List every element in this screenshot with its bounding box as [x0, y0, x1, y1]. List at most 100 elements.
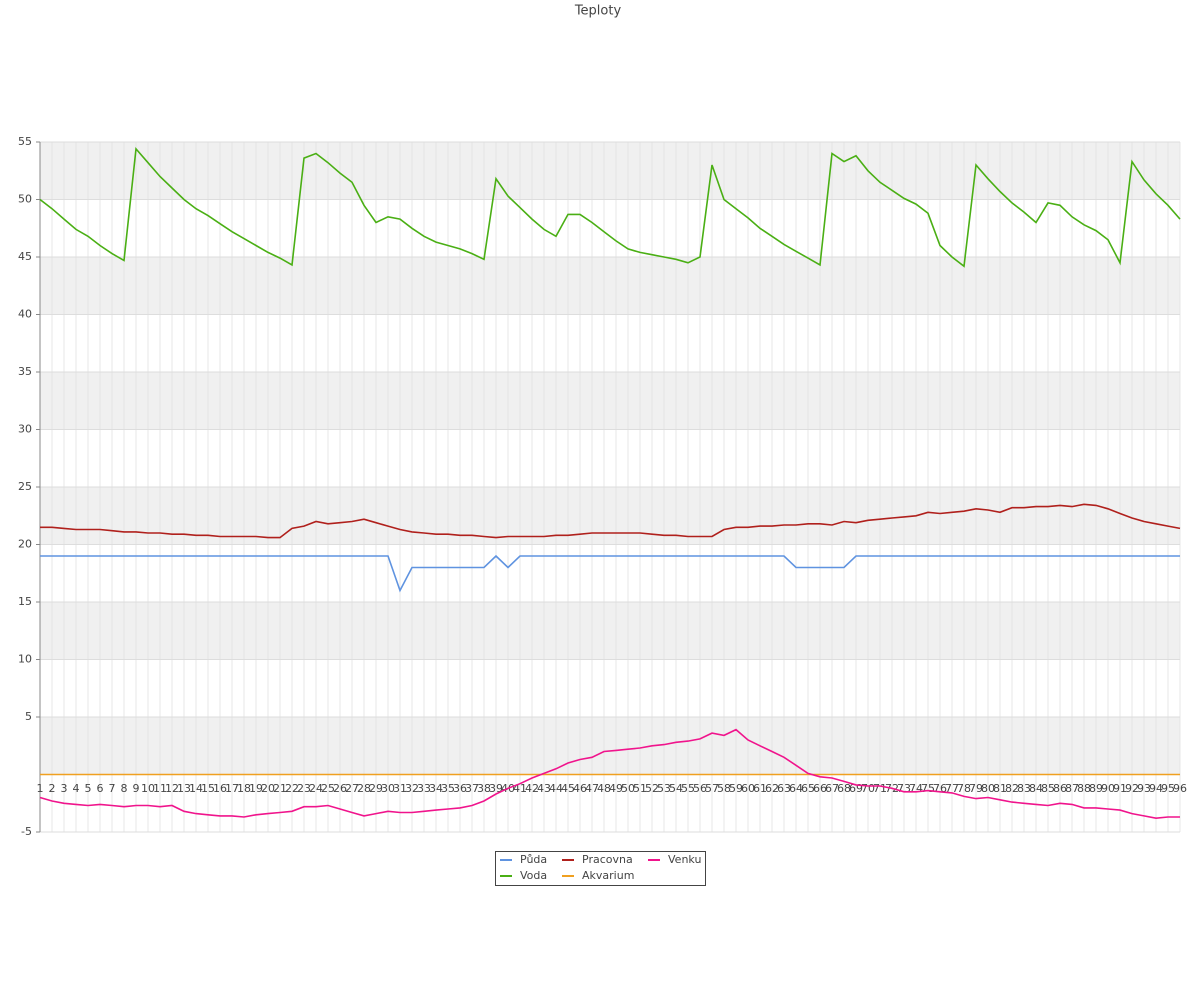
x-tick-label: 13 [177, 782, 191, 795]
legend-label: Pracovna [582, 853, 633, 866]
grid-band [40, 717, 1180, 775]
y-tick-label: 20 [18, 538, 32, 551]
x-tick-label: 31 [393, 782, 407, 795]
y-tick-label: 10 [18, 653, 32, 666]
x-tick-label: 81 [993, 782, 1007, 795]
x-tick-label: 84 [1029, 782, 1043, 795]
x-tick-label: 33 [417, 782, 431, 795]
x-tick-label: 37 [465, 782, 479, 795]
x-tick-label: 3 [61, 782, 68, 795]
x-tick-label: 14 [189, 782, 203, 795]
y-tick-label: 40 [18, 308, 32, 321]
grid-band [40, 372, 1180, 430]
x-tick-label: 79 [969, 782, 983, 795]
legend-label: Půda [520, 853, 547, 866]
x-tick-label: 59 [729, 782, 743, 795]
chart-title: Teploty [574, 4, 622, 19]
x-tick-label: 43 [537, 782, 551, 795]
x-tick-label: 54 [669, 782, 683, 795]
x-tick-label: 15 [201, 782, 215, 795]
x-tick-label: 89 [1089, 782, 1103, 795]
x-tick-label: 9 [133, 782, 140, 795]
legend-label: Akvarium [582, 869, 634, 882]
grid-band [40, 257, 1180, 315]
x-tick-label: 8 [121, 782, 128, 795]
x-tick-label: 49 [609, 782, 623, 795]
x-tick-label: 67 [825, 782, 839, 795]
series-line [39, 728, 1180, 820]
x-tick-label: 2 [49, 782, 56, 795]
x-tick-label: 64 [789, 782, 803, 795]
x-tick-label: 57 [705, 782, 719, 795]
x-tick-label: 18 [237, 782, 251, 795]
x-tick-label: 78 [957, 782, 971, 795]
x-tick-label: 10 [141, 782, 155, 795]
x-tick-label: 77 [945, 782, 959, 795]
x-tick-label: 25 [321, 782, 335, 795]
y-tick-label: 50 [18, 193, 32, 206]
x-tick-label: 24 [309, 782, 323, 795]
x-tick-label: 65 [801, 782, 815, 795]
x-tick-label: 51 [633, 782, 647, 795]
x-tick-label: 53 [657, 782, 671, 795]
x-tick-label: 47 [585, 782, 599, 795]
x-tick-label: 35 [441, 782, 455, 795]
x-tick-label: 38 [477, 782, 491, 795]
y-tick-label: 55 [18, 135, 32, 148]
x-tick-label: 19 [249, 782, 263, 795]
x-tick-label: 42 [525, 782, 539, 795]
y-tick-label: 5 [25, 710, 32, 723]
x-tick-label: 45 [561, 782, 575, 795]
x-tick-label: 60 [741, 782, 755, 795]
x-tick-label: 21 [273, 782, 287, 795]
x-tick-label: 91 [1113, 782, 1127, 795]
x-tick-label: 82 [1005, 782, 1019, 795]
x-tick-label: 86 [1053, 782, 1067, 795]
x-tick-label: 32 [405, 782, 419, 795]
x-tick-label: 56 [693, 782, 707, 795]
series-line [40, 554, 1180, 593]
x-tick-label: 52 [645, 782, 659, 795]
x-tick-label: 44 [549, 782, 563, 795]
x-tick-label: 62 [765, 782, 779, 795]
x-tick-label: 88 [1077, 782, 1091, 795]
x-tick-label: 17 [225, 782, 239, 795]
series-line [39, 146, 1181, 268]
x-tick-label: 92 [1125, 782, 1139, 795]
x-tick-label: 58 [717, 782, 731, 795]
x-tick-label: 5 [85, 782, 92, 795]
legend-box [495, 851, 706, 886]
x-tick-label: 83 [1017, 782, 1031, 795]
x-tick-label: 50 [621, 782, 635, 795]
x-tick-label: 23 [297, 782, 311, 795]
x-tick-label: 6 [97, 782, 104, 795]
x-tick-label: 46 [573, 782, 587, 795]
x-tick-label: 66 [813, 782, 827, 795]
grid-band [40, 602, 1180, 660]
x-tick-label: 28 [357, 782, 371, 795]
y-tick-label: -5 [21, 825, 32, 838]
y-tick-label: 35 [18, 365, 32, 378]
x-tick-label: 7 [109, 782, 116, 795]
x-tick-label: 11 [153, 782, 167, 795]
x-tick-label: 95 [1161, 782, 1175, 795]
x-tick-label: 26 [333, 782, 347, 795]
x-tick-label: 4 [73, 782, 80, 795]
x-tick-label: 96 [1173, 782, 1187, 795]
legend-label: Voda [520, 869, 547, 882]
x-tick-label: 63 [777, 782, 791, 795]
x-tick-label: 27 [345, 782, 359, 795]
x-tick-label: 87 [1065, 782, 1079, 795]
y-tick-label: 15 [18, 595, 32, 608]
y-tick-label: 25 [18, 480, 32, 493]
legend-label: Venku [668, 853, 701, 866]
y-tick-label: 30 [18, 423, 32, 436]
x-tick-label: 16 [213, 782, 227, 795]
x-tick-label: 22 [285, 782, 299, 795]
x-tick-label: 12 [165, 782, 179, 795]
x-tick-label: 1 [37, 782, 44, 795]
x-tick-label: 90 [1101, 782, 1115, 795]
x-tick-label: 85 [1041, 782, 1055, 795]
y-tick-label: 45 [18, 250, 32, 263]
